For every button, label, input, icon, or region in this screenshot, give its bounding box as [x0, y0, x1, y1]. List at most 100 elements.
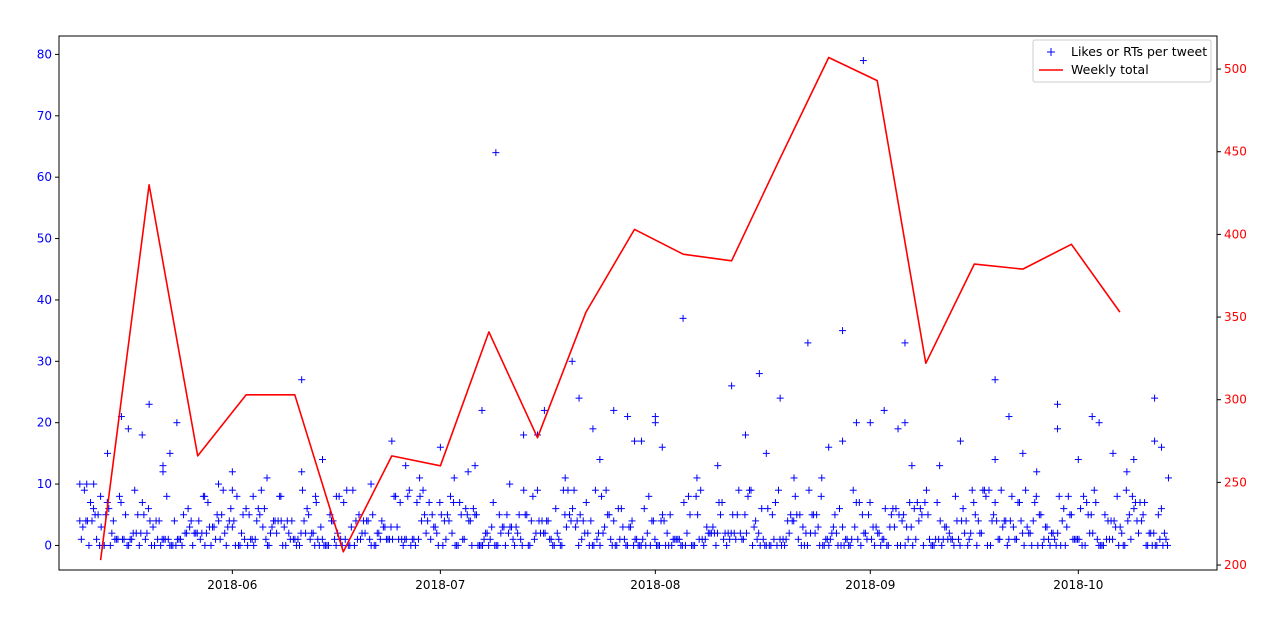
scatter-point [135, 541, 143, 549]
scatter-point [436, 443, 444, 451]
scatter-point [961, 529, 969, 537]
scatter-point [991, 498, 999, 506]
scatter-point [1005, 535, 1013, 543]
scatter-point [202, 529, 210, 537]
scatter-point [906, 498, 914, 506]
scatter-point [645, 492, 653, 500]
y-left-tick-label: 80 [37, 47, 52, 61]
scatter-point [134, 511, 142, 519]
scatter-point [544, 517, 552, 525]
scatter-point [413, 498, 421, 506]
scatter-point [993, 517, 1001, 525]
scatter-point [759, 535, 767, 543]
scatter-point [901, 339, 909, 347]
scatter-point [1032, 492, 1040, 500]
scatter-point [520, 486, 528, 494]
scatter-point [1124, 517, 1132, 525]
x-tick-label: 2018-09 [845, 578, 895, 592]
scatter-point [755, 529, 763, 537]
scatter-point [884, 541, 892, 549]
scatter-point [576, 511, 584, 519]
scatter-point [569, 505, 577, 513]
scatter-point [245, 511, 253, 519]
scatter-point [1151, 394, 1159, 402]
scatter-point [115, 492, 123, 500]
legend-box [1032, 39, 1212, 83]
x-axis: 2018-06 2018-07 2018-08 2018-09 2018-10 [207, 570, 1103, 592]
y-left-tick-label: 20 [37, 416, 52, 430]
scatter-point [163, 492, 171, 500]
scatter-point [120, 535, 128, 543]
scatter-point [599, 529, 607, 537]
scatter-point [80, 486, 88, 494]
scatter-point [145, 400, 153, 408]
scatter-point [219, 486, 227, 494]
scatter-point [726, 535, 734, 543]
y-left-tick-label: 60 [37, 170, 52, 184]
scatter-point [894, 425, 902, 433]
scatter-point [303, 505, 311, 513]
scatter-point [624, 413, 632, 421]
scatter-point [655, 541, 663, 549]
scatter-point [1109, 535, 1117, 543]
scatter-point [803, 541, 811, 549]
scatter-point [469, 505, 477, 513]
scatter-point [1012, 535, 1020, 543]
scatter-point [170, 517, 178, 525]
scatter-point [265, 541, 273, 549]
scatter-point [483, 529, 491, 537]
x-tick-label: 2018-08 [630, 578, 680, 592]
scatter-point [825, 443, 833, 451]
scatter-point [195, 517, 203, 525]
scatter-point [298, 468, 306, 476]
scatter-point [712, 541, 720, 549]
y-right-tick-label: 250 [1224, 475, 1247, 489]
scatter-point [302, 529, 310, 537]
scatter-point [495, 511, 503, 519]
scatter-point [936, 517, 944, 525]
scatter-point [633, 535, 641, 543]
scatter-point [1158, 443, 1166, 451]
scatter-point [122, 511, 130, 519]
y-left-tick-label: 30 [37, 354, 52, 368]
scatter-point [864, 511, 872, 519]
scatter-point [1101, 511, 1109, 519]
scatter-point [718, 498, 726, 506]
scatter-point [693, 474, 701, 482]
scatter-point [280, 523, 288, 531]
y-right-tick-label: 450 [1224, 145, 1247, 159]
scatter-point [143, 529, 151, 537]
scatter-point [910, 505, 918, 513]
scatter-point [422, 529, 430, 537]
y-right-tick-label: 500 [1224, 62, 1247, 76]
scatter-point [138, 498, 146, 506]
scatter-point [1164, 474, 1172, 482]
scatter-point [680, 498, 688, 506]
scatter-point [1093, 535, 1101, 543]
scatter-point [497, 529, 505, 537]
scatter-point [901, 419, 909, 427]
scatter-point [919, 541, 927, 549]
scatter-point [602, 486, 610, 494]
scatter-point [942, 523, 950, 531]
scatter-point [178, 541, 186, 549]
scatter-point [1087, 511, 1095, 519]
scatter-point [506, 480, 514, 488]
scatter-point [660, 517, 668, 525]
scatter-point [356, 535, 364, 543]
scatter-point [831, 511, 839, 519]
scatter-point [262, 535, 270, 543]
scatter-point [238, 529, 246, 537]
scatter-point [951, 492, 959, 500]
scatter-point [605, 511, 613, 519]
scatter-point [839, 437, 847, 445]
scatter-point [1090, 486, 1098, 494]
scatter-point [144, 505, 152, 513]
scatter-point [317, 523, 325, 531]
scatter-point [504, 529, 512, 537]
scatter-point [713, 529, 721, 537]
scatter-point [675, 535, 683, 543]
scatter-point [500, 523, 508, 531]
scatter-point [492, 149, 500, 157]
